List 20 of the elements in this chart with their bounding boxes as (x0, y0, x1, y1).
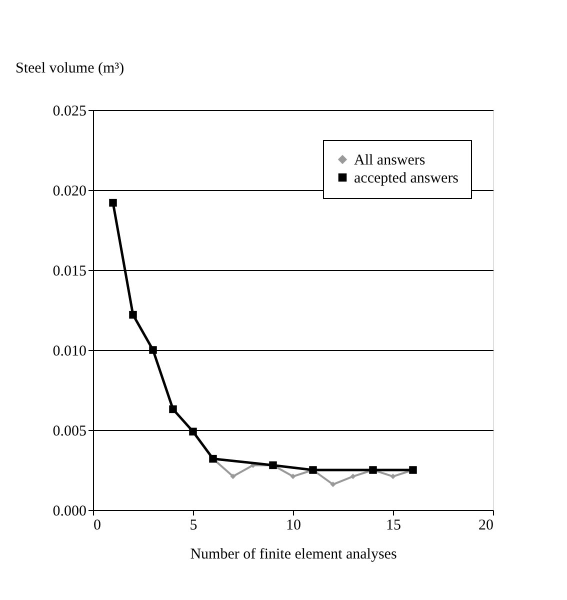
x-axis-title: Number of finite element analyses (190, 546, 397, 562)
y-tick-label: 0.020 (52, 184, 86, 200)
point (290, 474, 296, 480)
point (390, 474, 396, 480)
point (350, 474, 356, 480)
y-tick-label: 0.025 (52, 104, 86, 120)
x-tick-label: 0 (94, 518, 101, 534)
y-axis-title: Steel volume (m³) (16, 60, 124, 76)
legend-label: accepted answers (354, 170, 459, 186)
x-tick-label: 10 (286, 518, 301, 534)
legend-label: All answers (354, 152, 426, 168)
y-tick-label: 0.010 (52, 344, 86, 360)
x-tick-label: 20 (478, 518, 494, 534)
x-tick-label: 5 (190, 518, 198, 534)
point (330, 482, 336, 488)
y-tick-label: 0.005 (52, 424, 86, 440)
y-tick-label: 0.000 (52, 504, 86, 520)
point (230, 474, 236, 480)
y-tick-label: 0.015 (52, 264, 86, 280)
x-tick-label: 15 (386, 518, 401, 534)
